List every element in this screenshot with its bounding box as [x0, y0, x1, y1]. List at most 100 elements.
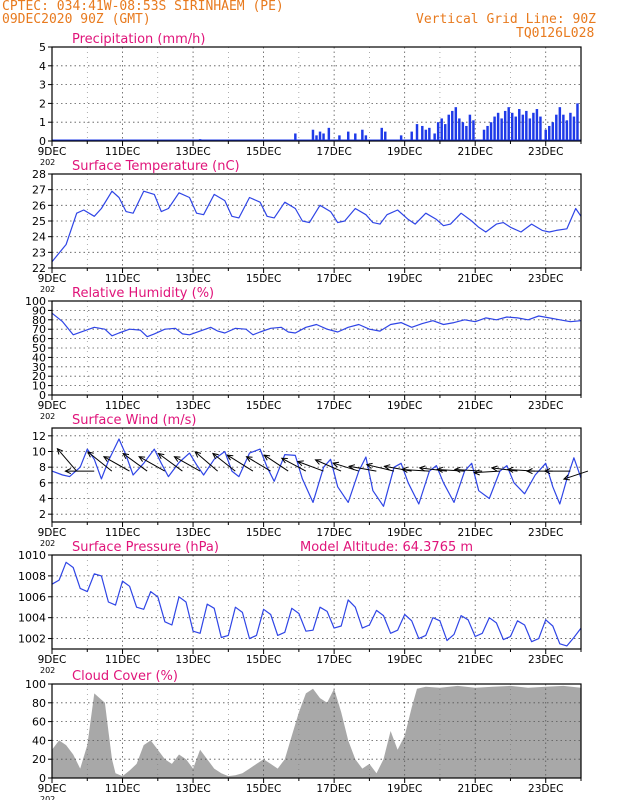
precip-title: Precipitation (mm/h) — [72, 32, 205, 47]
rh-ytick-label: 80 — [32, 314, 46, 327]
precip-bar — [424, 129, 428, 141]
precip-bar — [472, 120, 475, 141]
pres-xtick-label: 23DEC — [528, 654, 563, 666]
rh-ytick-label: 10 — [32, 380, 46, 393]
temp-xtick-label: 11DEC — [105, 273, 140, 285]
precip-bar — [548, 125, 551, 141]
precip-bar — [447, 114, 450, 141]
precip-bar — [322, 133, 325, 141]
precip-bar — [399, 135, 403, 141]
cloud-panel: 0 20 40 60 80 100 9DEC 11DEC 13DEC 15DEC 17DEC 19DE… — [25, 669, 582, 800]
precip-bar — [525, 110, 528, 141]
precip-bar — [361, 129, 364, 141]
precip-bar — [539, 116, 542, 141]
precip-xtick-label: 15DEC — [246, 146, 281, 158]
wind-arrow-head — [383, 464, 391, 471]
wind-arrow-head — [453, 466, 461, 473]
cloud-ytick-label: 0 — [39, 772, 46, 785]
wind-arrow-shaft — [246, 456, 271, 472]
precip-bar — [294, 133, 297, 141]
wind-arrow-head — [56, 447, 64, 455]
wind-arrow-head — [473, 469, 480, 476]
precip-bar — [521, 114, 525, 141]
rh-title: Relative Humidity (%) — [72, 286, 214, 301]
temp-xtick-label: 21DEC — [457, 273, 492, 285]
temp-year-label: 202 — [40, 285, 55, 294]
precip-bar — [569, 112, 572, 141]
wind-arrow-shaft — [419, 467, 447, 472]
cloud-ytick-label: 100 — [25, 678, 46, 691]
temp-xtick-label: 15DEC — [246, 273, 281, 285]
wind-arrow-shaft — [122, 453, 148, 472]
rh-series-line — [51, 312, 582, 338]
rh-xtick-label: 19DEC — [387, 400, 422, 412]
precip-ytick-label: 2 — [39, 97, 46, 110]
wind-arrow-shaft — [212, 453, 236, 472]
wind-arrow-head — [365, 462, 373, 469]
wind-arrow-head — [173, 456, 181, 462]
station-header: CPTEC: 034:41W-08:53S SIRINHAEM (PE) — [2, 0, 284, 14]
wind-year-label: 202 — [40, 539, 55, 548]
rh-ytick-label: 0 — [39, 389, 46, 402]
wind-arrow-shaft — [297, 461, 324, 472]
precip-bar — [555, 114, 558, 141]
wind-arrow-head — [347, 464, 356, 471]
precip-bar — [572, 116, 576, 141]
precip-bar — [461, 122, 465, 141]
temp-ytick-label: 26 — [32, 199, 46, 212]
rh-ytick-label: 70 — [32, 323, 46, 336]
pres-xtick-label: 9DEC — [38, 654, 67, 666]
rh-ytick-label: 90 — [32, 304, 46, 317]
pres-xtick-label: 21DEC — [457, 654, 492, 666]
precip-bar — [454, 107, 458, 141]
precip-bar — [428, 127, 431, 141]
cloud-xtick-label: 21DEC — [457, 783, 492, 795]
precip-bar — [421, 125, 424, 141]
precip-xtick-label: 21DEC — [457, 146, 492, 158]
cloud-title: Cloud Cover (%) — [72, 669, 178, 684]
wind-arrow-head — [138, 456, 146, 462]
wind-arrow-head — [226, 454, 234, 461]
precip-bar — [544, 129, 547, 141]
wind-arrow-head — [102, 456, 110, 462]
precip-year-label: 202 — [40, 158, 55, 167]
precip-bar — [338, 135, 341, 141]
precip-xtick-label: 17DEC — [316, 146, 351, 158]
grid-line-header: Vertical Grid Line: 90Z — [416, 12, 597, 27]
wind-xtick-label: 9DEC — [38, 527, 67, 539]
temp-xtick-label: 17DEC — [316, 273, 351, 285]
precip-bar — [318, 131, 322, 141]
wind-arrow-head — [263, 454, 271, 461]
wind-arrow-head — [436, 466, 444, 473]
wind-arrow-head — [64, 468, 72, 475]
precip-frame — [51, 46, 582, 142]
precip-bar — [482, 129, 486, 141]
wind-arrow-head — [506, 466, 514, 473]
wind-arrow-shaft — [437, 468, 465, 472]
wind-arrow-shaft — [332, 462, 359, 472]
rh-ytick-label: 100 — [25, 295, 46, 308]
wind-frame — [51, 427, 582, 523]
precip-bar — [415, 124, 419, 141]
precip-bar — [500, 118, 503, 141]
precip-bar — [558, 107, 562, 141]
precip-bar — [510, 112, 514, 141]
wind-xtick-label: 21DEC — [457, 527, 492, 539]
wind-arrow-shaft — [138, 456, 165, 472]
rh-frame — [51, 300, 582, 396]
rh-xtick-label: 23DEC — [528, 400, 563, 412]
precip-bar — [496, 112, 500, 141]
wind-xtick-label: 11DEC — [105, 527, 140, 539]
temp-frame — [51, 173, 582, 269]
temp-ytick-label: 28 — [32, 168, 46, 181]
precip-bar — [503, 110, 507, 141]
wind-arrow-shaft — [349, 465, 377, 472]
precip-bar — [458, 118, 461, 141]
precip-bar — [433, 133, 436, 141]
pres-ytick-label: 1006 — [18, 591, 46, 604]
cloud-ytick-label: 20 — [32, 753, 46, 766]
wind-arrow-head — [314, 459, 322, 465]
temp-ytick-label: 24 — [32, 231, 46, 244]
